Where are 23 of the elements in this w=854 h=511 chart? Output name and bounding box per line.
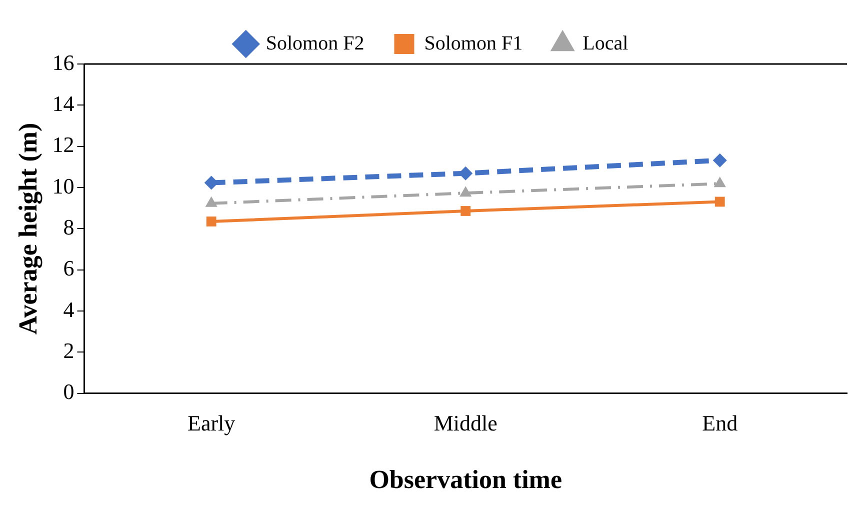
y-tick-label: 10 xyxy=(52,173,74,198)
y-tick-label: 0 xyxy=(63,379,74,404)
y-tick-label: 12 xyxy=(52,132,74,158)
point xyxy=(714,176,726,188)
point xyxy=(712,153,727,168)
x-axis-title: Observation time xyxy=(369,465,562,494)
y-axis-title: Average height (m) xyxy=(13,122,42,335)
point xyxy=(206,216,216,226)
legend-label: Solomon F2 xyxy=(266,32,364,54)
legend-label: Local xyxy=(582,32,629,54)
x-tick-label: Early xyxy=(188,410,236,436)
point xyxy=(460,206,471,216)
y-tick-label: 2 xyxy=(63,338,74,364)
point xyxy=(460,186,472,197)
point xyxy=(714,196,725,207)
y-tick-label: 4 xyxy=(63,296,74,322)
x-tick-label: End xyxy=(702,410,738,436)
y-tick-label: 14 xyxy=(52,90,74,116)
y-tick-label: 8 xyxy=(63,214,74,240)
legend-label: Solomon F1 xyxy=(424,32,523,54)
y-tick-label: 16 xyxy=(52,50,74,75)
x-tick-label: Middle xyxy=(434,410,498,436)
y-tick-label: 6 xyxy=(63,256,74,281)
